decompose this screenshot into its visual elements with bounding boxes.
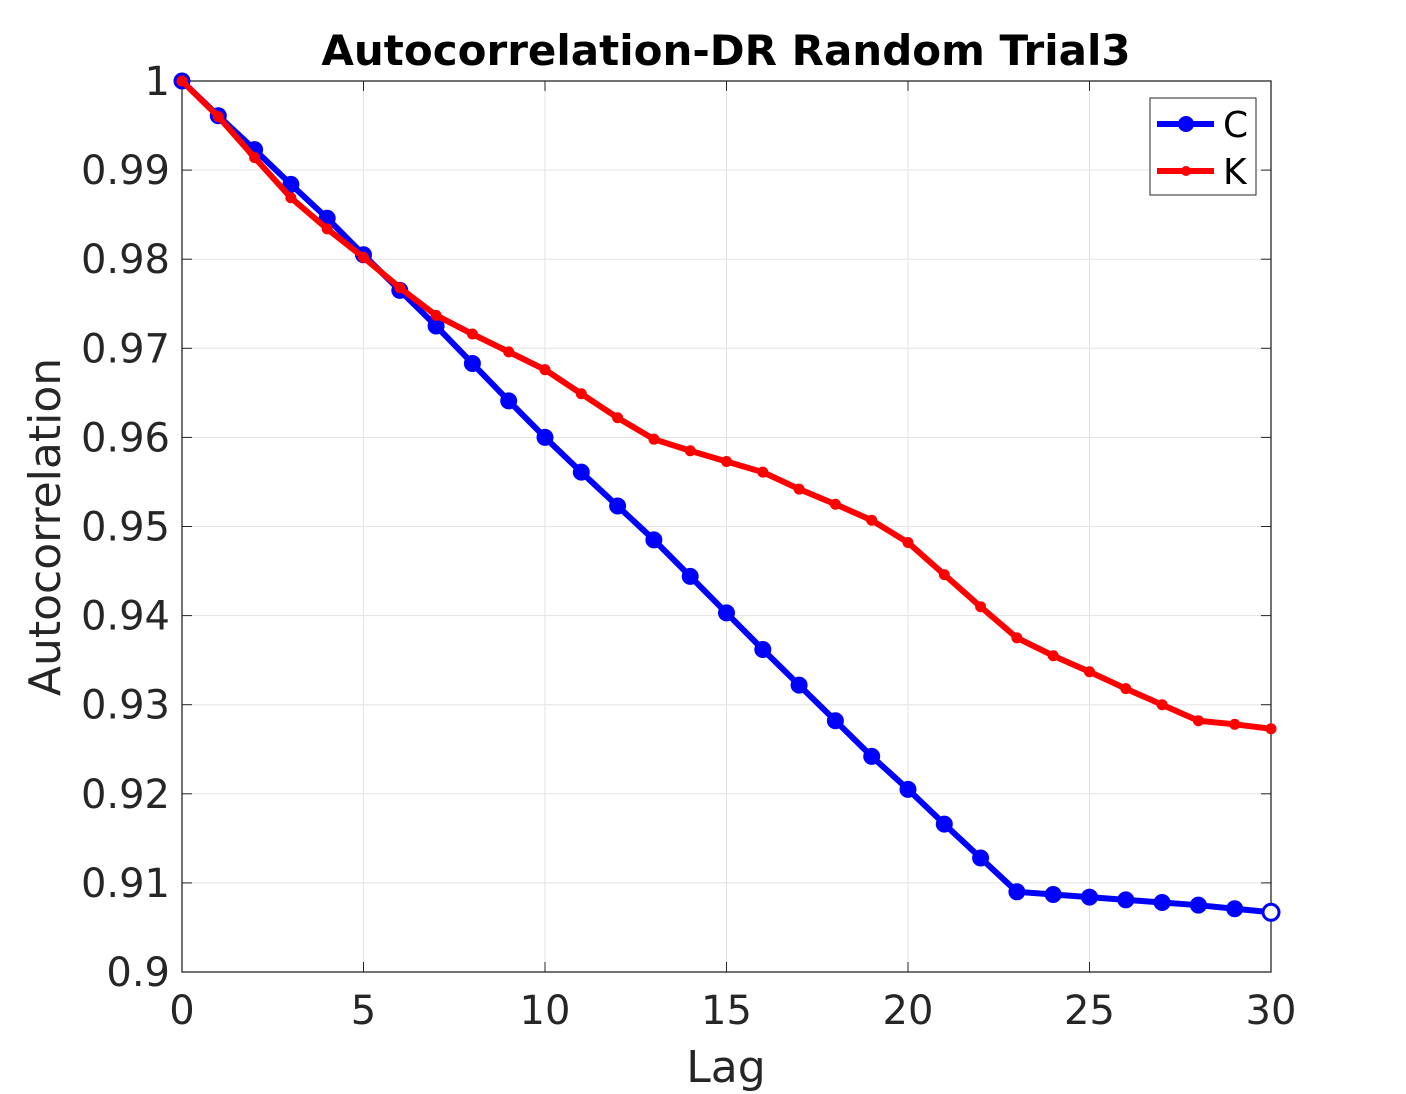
- data-point-k: [1265, 723, 1277, 735]
- data-point-c: [754, 640, 772, 658]
- data-point-c: [790, 676, 808, 694]
- data-point-c: [1261, 902, 1281, 922]
- y-tick-label: 0.93: [81, 683, 170, 729]
- data-point-k: [793, 483, 805, 495]
- data-point-k: [1084, 666, 1095, 678]
- data-point-c: [972, 849, 990, 867]
- data-point-c: [463, 354, 481, 372]
- data-point-k: [503, 346, 515, 358]
- data-point-k: [902, 537, 914, 549]
- data-point-c: [681, 567, 699, 585]
- data-point-k: [249, 152, 261, 164]
- y-tick-label: 0.98: [81, 237, 170, 283]
- plot-area-frame: [181, 80, 1272, 973]
- x-tick-labels: 0 5 10 15 20 25 30: [169, 988, 1296, 1034]
- data-point-c: [899, 780, 917, 798]
- y-tick-label: 1: [145, 59, 170, 105]
- x-tick-label: 10: [520, 988, 571, 1034]
- data-point-k: [539, 364, 551, 376]
- data-point-k: [212, 111, 224, 123]
- data-point-k: [1120, 683, 1132, 695]
- y-tick-label: 0.91: [81, 861, 170, 907]
- data-point-k: [321, 223, 333, 235]
- legend: C K: [1149, 97, 1257, 196]
- data-point-k: [866, 514, 878, 526]
- data-point-k: [176, 75, 188, 87]
- chart-title: Autocorrelation-DR Random Trial3: [321, 26, 1130, 75]
- data-series: [173, 72, 1281, 922]
- y-tick-label: 0.96: [81, 415, 170, 461]
- data-point-k: [1047, 650, 1059, 662]
- data-point-k: [430, 309, 442, 321]
- data-point-c: [1153, 894, 1171, 912]
- x-axis-title: Lag: [686, 1042, 765, 1093]
- data-point-k: [975, 601, 987, 613]
- legend-marker-k: [1181, 166, 1191, 176]
- data-point-c: [935, 815, 953, 833]
- legend-marker-c: [1178, 116, 1194, 132]
- y-tick-label: 0.92: [81, 772, 170, 818]
- data-point-c: [718, 604, 735, 622]
- x-tick-label: 20: [883, 988, 934, 1034]
- data-point-k: [1229, 718, 1241, 730]
- legend-label-c: C: [1223, 105, 1248, 146]
- data-point-c: [572, 463, 590, 481]
- data-point-k: [358, 251, 369, 263]
- legend-label-k: K: [1223, 152, 1248, 193]
- data-point-c: [1044, 885, 1062, 903]
- data-point-c: [536, 428, 554, 446]
- y-tick-label: 0.99: [81, 148, 170, 194]
- y-tick-label: 0.97: [81, 326, 170, 372]
- data-point-c: [1189, 896, 1207, 914]
- data-point-k: [285, 192, 297, 204]
- x-tick-label: 0: [169, 988, 194, 1034]
- y-tick-labels: 0.9 0.91 0.92 0.93 0.94 0.95 0.96 0.97 0.98 0.99 1: [81, 59, 170, 996]
- data-point-c: [1008, 883, 1026, 901]
- data-point-c: [645, 531, 663, 549]
- data-point-k: [829, 498, 841, 510]
- data-point-k: [1192, 715, 1204, 727]
- y-tick-label: 0.9: [106, 950, 170, 996]
- y-tick-label: 0.94: [81, 594, 170, 640]
- data-point-c: [1081, 888, 1098, 906]
- data-point-c: [863, 747, 881, 765]
- data-point-k: [612, 412, 624, 424]
- data-point-k: [648, 433, 660, 445]
- x-tick-label: 25: [1064, 988, 1115, 1034]
- data-point-c: [826, 712, 844, 730]
- x-tick-label: 5: [351, 988, 376, 1034]
- data-point-k: [1156, 699, 1168, 711]
- data-point-k: [394, 282, 406, 294]
- data-point-c: [609, 497, 627, 515]
- legend-box: [1149, 97, 1257, 196]
- y-axis-title: Autocorrelation: [20, 358, 71, 696]
- data-point-c: [500, 392, 518, 410]
- data-point-k: [575, 388, 587, 400]
- data-point-k: [721, 455, 732, 467]
- axes: [181, 80, 1272, 973]
- data-point-k: [1011, 632, 1023, 644]
- data-point-c: [1226, 900, 1244, 918]
- data-point-k: [466, 328, 478, 340]
- data-point-k: [938, 569, 950, 581]
- data-point-k: [684, 445, 696, 457]
- x-tick-label: 15: [701, 988, 752, 1034]
- data-point-k: [757, 466, 769, 478]
- x-tick-label: 30: [1246, 988, 1297, 1034]
- y-tick-label: 0.95: [81, 505, 170, 551]
- data-point-c: [1117, 891, 1135, 909]
